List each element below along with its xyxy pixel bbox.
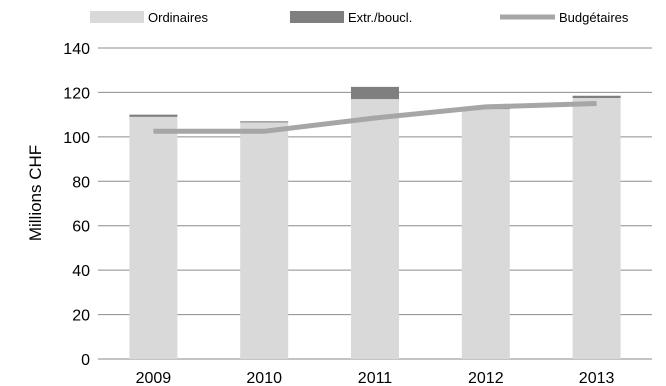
legend-label: Ordinaires (148, 10, 208, 25)
bar-extr-boucl (240, 121, 289, 123)
y-tick-labels: 0 20 40 60 80 100 120 140 (63, 41, 90, 369)
bar-ordinaires (572, 97, 621, 359)
x-tick-label: 2010 (246, 370, 282, 386)
x-tick-label: 2012 (468, 370, 504, 386)
y-tick-label: 40 (72, 263, 90, 280)
line-layer (153, 101, 597, 134)
y-tick-label: 20 (72, 308, 90, 325)
y-axis-label: Millions CHF (26, 145, 45, 241)
x-tick-labels: 2009 2010 2011 2012 2013 (136, 370, 615, 386)
legend-swatch (90, 11, 144, 23)
bar-extr-boucl (351, 86, 399, 100)
legend-label: Budgétaires (559, 10, 629, 25)
legend-swatch (290, 11, 344, 23)
bar-extr-boucl (129, 114, 178, 117)
y-tick-label: 0 (81, 352, 90, 369)
legend: Ordinaires Extr./boucl. Budgétaires (90, 10, 629, 25)
y-tick-label: 120 (63, 85, 90, 102)
bar-ordinaires (351, 99, 399, 359)
bar-ordinaires (461, 109, 510, 359)
bar-extr-boucl (572, 95, 621, 98)
x-tick-label: 2009 (136, 370, 172, 386)
bars (129, 86, 621, 360)
y-tick-label: 80 (72, 174, 90, 191)
y-tick-label: 140 (63, 41, 90, 58)
y-tick-label: 100 (63, 130, 90, 147)
legend-label: Extr./boucl. (348, 10, 412, 25)
y-tick-label: 60 (72, 219, 90, 236)
x-tick-label: 2011 (358, 370, 393, 386)
bar-ordinaires (129, 116, 178, 359)
x-tick-label: 2013 (579, 370, 615, 386)
bar-ordinaires (240, 122, 289, 360)
